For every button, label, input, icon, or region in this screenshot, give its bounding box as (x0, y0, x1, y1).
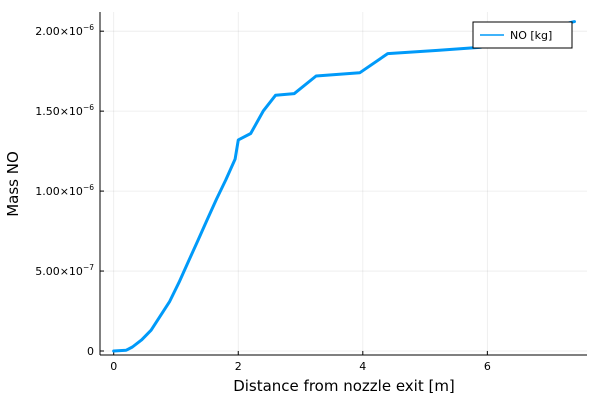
y-tick-label: 1.00×10−6 (35, 183, 94, 198)
x-tick-label: 4 (359, 360, 366, 373)
legend: NO [kg] (472, 21, 573, 49)
axes (99, 12, 587, 356)
y-axis-title: Mass NO (4, 151, 22, 217)
x-axis-title: Distance from nozzle exit [m] (233, 377, 455, 395)
y-tick-label: 1.50×10−6 (35, 103, 94, 118)
tick-labels: 0 2 4 6 0 5.00×10−7 1.00×10−6 1.50×10−6 2.00×10−… (35, 23, 491, 373)
y-tick-label: 5.00×10−7 (35, 263, 94, 278)
y-tick-label: 2.00×10−6 (35, 23, 94, 38)
y-tick-label: 0 (87, 345, 94, 358)
series-line (112, 20, 576, 353)
x-tick-label: 0 (110, 360, 117, 373)
x-tick-label: 2 (235, 360, 242, 373)
x-tick-label: 6 (484, 360, 491, 373)
series-layer (112, 20, 576, 353)
legend-label: NO [kg] (510, 29, 552, 42)
